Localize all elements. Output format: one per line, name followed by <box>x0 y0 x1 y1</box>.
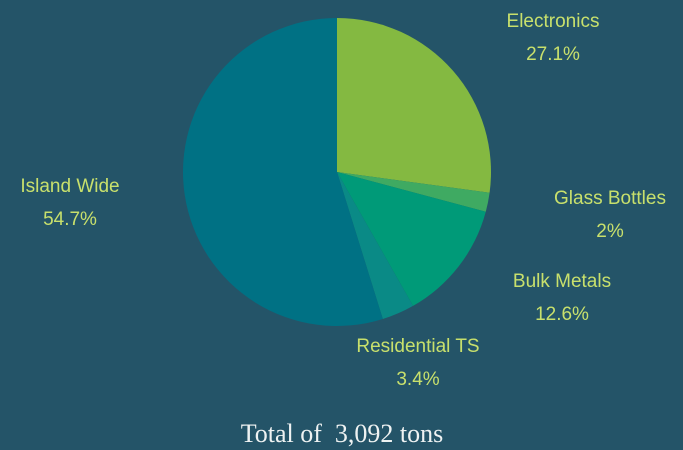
pie-slice <box>337 172 414 320</box>
slice-value-label: 3.4% <box>396 369 439 390</box>
pie-slice <box>182 17 383 326</box>
pie-slice <box>337 18 491 193</box>
slice-label: Bulk Metals <box>513 271 611 292</box>
slice-value-label: 2% <box>596 221 624 242</box>
slice-value-label: 54.7% <box>43 209 97 230</box>
slice-label: Electronics <box>507 11 600 32</box>
pie-slice <box>337 172 486 306</box>
slice-value-label: 12.6% <box>535 304 589 325</box>
slice-label: Island Wide <box>20 176 119 197</box>
pie-slice <box>337 172 490 212</box>
slice-label: Glass Bottles <box>554 188 666 209</box>
slice-value-label: 27.1% <box>526 44 580 65</box>
chart-caption: Total of 3,092 tons <box>241 419 444 448</box>
slice-label: Residential TS <box>356 336 479 357</box>
